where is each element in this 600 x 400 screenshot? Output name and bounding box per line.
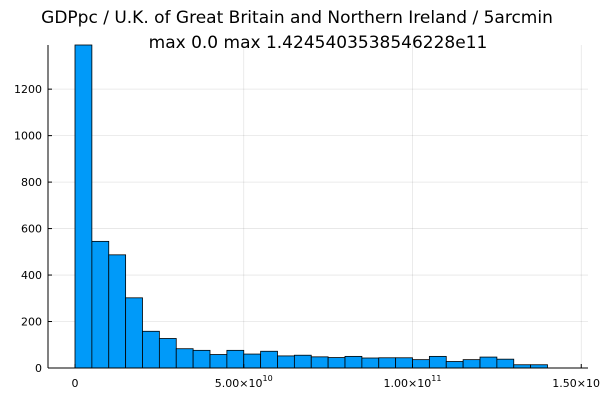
x-tick-label: 1.50×1011 bbox=[552, 374, 600, 390]
axes bbox=[47, 45, 588, 369]
y-tick-label: 200 bbox=[21, 316, 42, 329]
histogram-bar bbox=[344, 355, 363, 369]
histogram-bar bbox=[125, 297, 143, 369]
chart-title-line1: GDPpc / U.K. of Great Britain and Northe… bbox=[41, 8, 553, 28]
histogram-bar bbox=[158, 338, 177, 369]
histogram-bar bbox=[108, 254, 127, 369]
histogram-bar bbox=[243, 353, 262, 369]
histogram-bar bbox=[412, 359, 430, 369]
histogram-bar bbox=[462, 359, 481, 369]
histogram-bar bbox=[277, 355, 295, 369]
histogram-bar bbox=[91, 240, 110, 369]
histogram-bar bbox=[74, 44, 93, 369]
histogram-bar bbox=[378, 357, 397, 369]
chart-title-line2: max 0.0 max 1.4245403538546228e11 bbox=[149, 33, 488, 53]
y-tick-label: 800 bbox=[21, 176, 42, 189]
histogram-bar bbox=[496, 358, 515, 369]
histogram-bar bbox=[445, 361, 464, 369]
x-tick-label: 0 bbox=[72, 377, 79, 390]
histogram-bar bbox=[428, 355, 447, 369]
x-tick-label: 5.00×1010 bbox=[215, 374, 273, 390]
histogram-bar bbox=[361, 357, 380, 369]
histogram-bar bbox=[192, 349, 211, 369]
histogram-bar bbox=[226, 349, 245, 369]
tick-labels: 0 5.00×1010 1.00×1011 1.50×1011 0 200 400 600 80… bbox=[14, 83, 600, 390]
y-tick-label: 1200 bbox=[14, 83, 42, 96]
histogram-bar bbox=[293, 354, 312, 369]
y-tick-label: 1000 bbox=[14, 130, 42, 143]
y-tick-label: 400 bbox=[21, 269, 42, 282]
y-tick-label: 600 bbox=[21, 223, 42, 236]
histogram-bar bbox=[142, 330, 160, 369]
x-tick-label: 1.00×1011 bbox=[384, 374, 442, 390]
histogram-bar bbox=[310, 356, 329, 369]
histogram-bar bbox=[395, 357, 413, 369]
histogram-bar bbox=[175, 348, 194, 369]
histogram-bar bbox=[479, 356, 498, 369]
histogram-bars bbox=[74, 44, 548, 369]
histogram-bar bbox=[209, 354, 228, 369]
histogram-bar bbox=[327, 357, 346, 369]
y-tick-label: 0 bbox=[35, 362, 42, 375]
histogram-bar bbox=[260, 350, 278, 369]
